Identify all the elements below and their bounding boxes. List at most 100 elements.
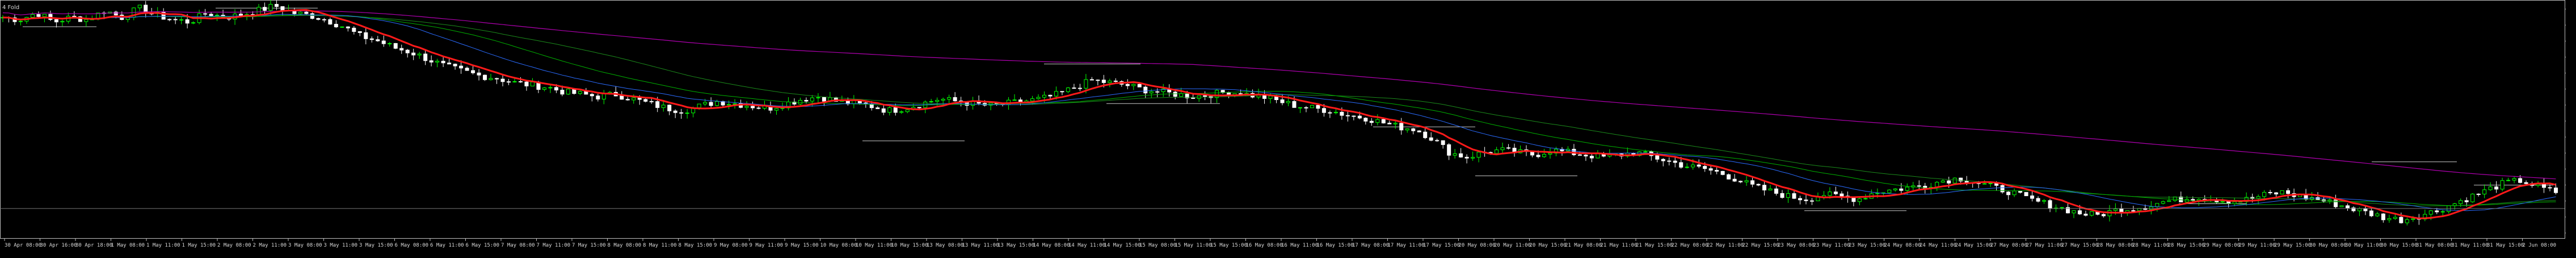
candle-body <box>399 48 404 51</box>
candle-body <box>733 103 737 105</box>
symbol-label: 4 Fold <box>2 5 20 11</box>
candle-body <box>2524 182 2528 184</box>
candle-body <box>483 74 487 80</box>
candle-body <box>1941 180 1945 183</box>
candle-body <box>905 109 910 113</box>
date-axis-label: 10 May 15:00 <box>891 243 928 248</box>
candle-body <box>1899 188 1904 191</box>
date-axis-label: 1 May 11:00 <box>146 243 180 248</box>
date-axis-label: 20 May 11:00 <box>1494 243 1531 248</box>
candle-body <box>1887 189 1892 193</box>
candle-body <box>1036 97 1041 99</box>
candle-body <box>1220 90 1225 93</box>
ma-fast-line <box>2 9 2556 219</box>
candle-body <box>2542 184 2546 188</box>
candle-body <box>54 19 58 23</box>
candle-body <box>453 64 457 66</box>
date-axis-label: 10 May 11:00 <box>856 243 893 248</box>
candle-body <box>2393 217 2397 219</box>
candle-body <box>268 4 273 11</box>
candle-body <box>751 106 755 109</box>
candle-body <box>357 31 362 33</box>
candle-body <box>1792 193 1796 199</box>
candle-body <box>1131 84 1136 86</box>
candle-body <box>1268 95 1273 99</box>
candle-body <box>2488 186 2493 190</box>
candle-body <box>2149 206 2153 210</box>
candle-body <box>1959 177 1963 182</box>
date-axis-label: 10 May 08:00 <box>820 243 857 248</box>
candle-body <box>875 107 880 109</box>
date-axis-label: 15 May 08:00 <box>1139 243 1176 248</box>
candle-body <box>42 14 47 17</box>
candle-body <box>215 15 220 16</box>
candle-body <box>2399 217 2404 223</box>
candle-body <box>1137 84 1142 88</box>
date-axis-label: 15 May 15:00 <box>1210 243 1247 248</box>
chart-frame <box>0 0 2565 239</box>
date-axis-label: 28 May 15:00 <box>2168 243 2205 248</box>
candle-body <box>2072 210 2076 214</box>
candle-body <box>1840 193 1844 197</box>
date-axis-label: 27 May 15:00 <box>2061 243 2098 248</box>
date-axis-label: 31 May 08:00 <box>2416 243 2453 248</box>
candle-body <box>899 111 904 113</box>
candle-body <box>328 19 332 25</box>
date-axis-label: 30 May 15:00 <box>2381 243 2418 248</box>
candle-body <box>280 6 285 11</box>
date-axis-label: 31 May 15:00 <box>2487 243 2524 248</box>
date-axis-label: 2 Jun 08:00 <box>2523 243 2557 248</box>
date-axis-label: 6 May 08:00 <box>395 243 429 248</box>
candle-body <box>2280 190 2284 195</box>
candle-body <box>1012 99 1017 101</box>
candle-body <box>2155 203 2160 207</box>
date-axis-label: 22 May 11:00 <box>1707 243 1744 248</box>
candle-body <box>1292 101 1297 108</box>
candle-body <box>560 90 565 95</box>
candle-body <box>1828 192 1832 196</box>
candle-body <box>1042 94 1046 98</box>
ma-slow-line-2 <box>2 14 2556 206</box>
candle-body <box>2518 178 2523 183</box>
date-axis-label: 6 May 15:00 <box>466 243 500 248</box>
candle-body <box>316 18 321 20</box>
candle-body <box>322 19 326 20</box>
candle-body <box>18 20 23 22</box>
candle-body <box>2167 200 2171 202</box>
candle-body <box>2506 180 2511 181</box>
candle-body <box>429 60 433 63</box>
candle-body <box>388 43 392 44</box>
candle-body <box>2036 198 2040 202</box>
candle-body <box>1143 86 1148 94</box>
candle-body <box>524 81 529 86</box>
candle-body <box>1697 164 1701 167</box>
candle-body <box>1548 152 1552 155</box>
candle-body <box>1661 159 1665 161</box>
date-axis-label: 20 May 15:00 <box>1530 243 1567 248</box>
candle-body <box>2060 207 2064 209</box>
date-axis-label: 16 May 11:00 <box>1281 243 1318 248</box>
candle-body <box>1471 157 1475 159</box>
candle-body <box>1703 166 1707 169</box>
candle-body <box>2268 192 2272 193</box>
candle-body <box>1096 80 1100 81</box>
date-axis-label: 24 May 15:00 <box>1955 243 1992 248</box>
candle-body <box>1685 167 1689 168</box>
candle-body <box>2494 186 2499 190</box>
date-axis-label: 13 May 15:00 <box>997 243 1034 248</box>
candle-body <box>554 87 558 91</box>
candle-body <box>2101 214 2106 217</box>
candle-body <box>935 99 940 102</box>
candle-body <box>2286 190 2291 194</box>
candle-body <box>2482 189 2487 195</box>
price-axis-panel[interactable] <box>2566 0 2576 241</box>
candle-body <box>566 89 570 95</box>
candle-body <box>1161 88 1165 92</box>
candle-body <box>530 81 534 86</box>
candle-body <box>1363 118 1368 122</box>
candle-body <box>2262 192 2267 197</box>
candle-body <box>2428 210 2433 215</box>
candle-body <box>792 101 797 105</box>
